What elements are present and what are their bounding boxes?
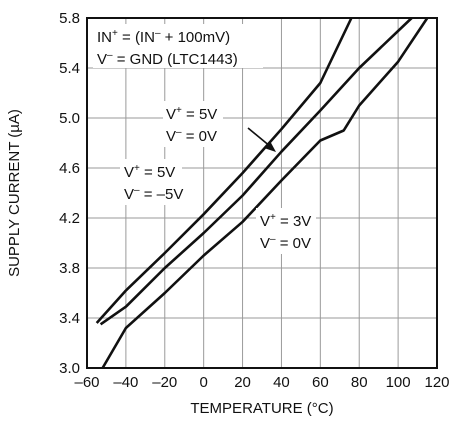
label-background bbox=[163, 101, 223, 147]
x-tick-label: 120 bbox=[424, 374, 449, 391]
label-pointer-line bbox=[247, 127, 272, 148]
series-line-3 bbox=[101, 17, 429, 369]
condition-line-1: IN+ = (IN– + 100mV) bbox=[97, 28, 230, 46]
series-1-label-line-1: V+ = 5V bbox=[124, 163, 175, 181]
x-tick-label: 100 bbox=[386, 374, 411, 391]
y-tick-label: 4.6 bbox=[59, 160, 80, 177]
x-tick-label: –40 bbox=[113, 374, 138, 391]
x-tick-label: 0 bbox=[199, 374, 207, 391]
label-background bbox=[120, 159, 182, 205]
x-tick-label: 40 bbox=[273, 374, 290, 391]
series-1-label-line-2: V– = –5V bbox=[124, 185, 183, 203]
y-tick-label: 5.4 bbox=[59, 60, 80, 77]
x-tick-label: 60 bbox=[312, 374, 329, 391]
y-tick-label: 3.8 bbox=[59, 260, 80, 277]
series-3-label-line-2: V– = 0V bbox=[260, 234, 311, 252]
x-tick-label: –60 bbox=[74, 374, 99, 391]
label-pointer-arrowhead bbox=[264, 141, 276, 152]
y-tick-label: 3.0 bbox=[59, 360, 80, 377]
y-axis-label: SUPPLY CURRENT (µA) bbox=[6, 109, 23, 277]
series-2-label-line-1: V+ = 5V bbox=[166, 105, 217, 123]
x-tick-label: 20 bbox=[234, 374, 251, 391]
series-2-label-line-2: V– = 0V bbox=[166, 127, 217, 145]
series-line-2 bbox=[99, 17, 413, 326]
y-tick-label: 5.0 bbox=[59, 110, 80, 127]
series-3-label-line-1: V+ = 3V bbox=[260, 212, 311, 230]
label-background bbox=[93, 24, 263, 68]
tick-labels: –60 –40 –20 0 20 40 60 80 100 120 3.0 3.4 3.8 4.2 4.6 5… bbox=[59, 10, 449, 391]
y-tick-label: 3.4 bbox=[59, 310, 80, 327]
label-background bbox=[256, 208, 316, 254]
plot-frame bbox=[86, 17, 438, 369]
annotations: IN+ = (IN– + 100mV) V– = GND (LTC1443) V+ … bbox=[93, 24, 316, 254]
y-tick-label: 5.8 bbox=[59, 10, 80, 27]
series-line-1 bbox=[95, 17, 353, 324]
series-lines bbox=[95, 17, 429, 369]
x-tick-label: –20 bbox=[152, 374, 177, 391]
x-tick-label: 80 bbox=[351, 374, 368, 391]
y-tick-label: 4.2 bbox=[59, 210, 80, 227]
condition-line-2: V– = GND (LTC1443) bbox=[97, 50, 238, 68]
x-axis-label: TEMPERATURE (°C) bbox=[190, 400, 333, 417]
